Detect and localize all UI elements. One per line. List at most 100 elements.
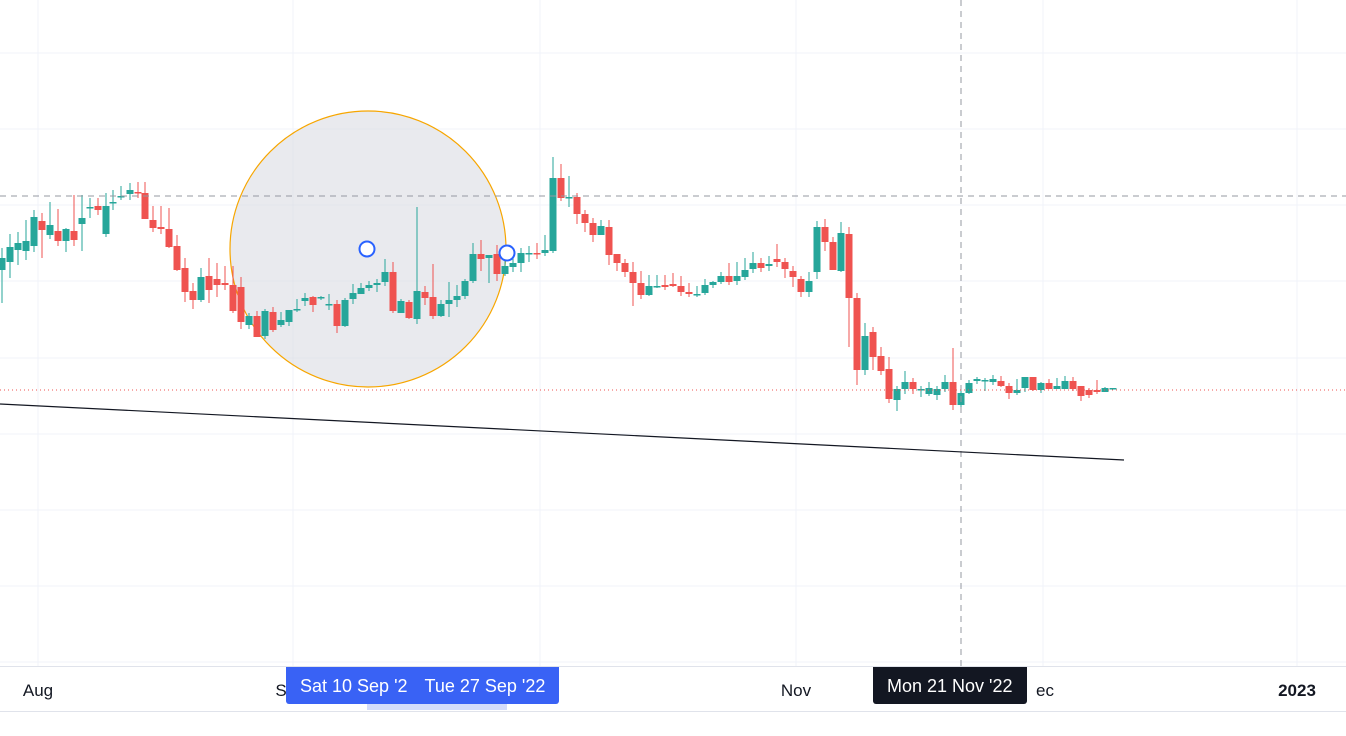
candle-body	[62, 229, 70, 241]
candle-up	[197, 268, 205, 302]
candle-down	[157, 206, 165, 234]
candle-body	[757, 263, 765, 268]
candle-down	[853, 293, 861, 385]
candle-body	[973, 379, 981, 381]
candle-up	[597, 220, 605, 235]
candle-up	[1013, 379, 1021, 395]
candle-body	[70, 231, 78, 240]
candle-body	[845, 234, 853, 298]
time-axis-tick-label: 2023	[1278, 681, 1316, 700]
candle-up	[709, 281, 717, 288]
candle-body	[725, 276, 733, 282]
candle-down	[54, 209, 62, 246]
candle-body	[613, 254, 621, 263]
candle-up	[517, 248, 525, 272]
candle-up	[1061, 376, 1069, 389]
candle-down	[533, 243, 541, 259]
candle-down	[253, 311, 261, 337]
circle-handles[interactable]	[358, 240, 516, 262]
candle-body	[261, 311, 269, 336]
range-start-label: Sat 10 Sep '2	[300, 676, 408, 696]
candle-down	[781, 258, 789, 278]
candle-body	[109, 202, 117, 204]
candle-body	[621, 263, 629, 272]
candle-body	[46, 225, 54, 235]
candle-body	[197, 277, 205, 300]
candle-body	[509, 263, 517, 267]
candle-body	[30, 217, 38, 246]
candle-body	[1085, 390, 1093, 395]
candle-down	[237, 277, 245, 329]
candle-up	[749, 252, 757, 273]
candle-body	[461, 281, 469, 296]
candle-body	[157, 227, 165, 229]
candle-body	[389, 272, 397, 311]
candle-body	[893, 389, 901, 400]
candle-up	[645, 275, 653, 296]
candle-body	[941, 382, 949, 389]
candle-down	[173, 235, 181, 271]
candle-up	[293, 299, 301, 312]
candle-body	[189, 291, 197, 300]
candle-down	[909, 378, 917, 394]
candle-body	[229, 285, 237, 311]
candle-body	[949, 382, 957, 405]
candle-body	[301, 298, 309, 301]
candle-up	[485, 255, 493, 283]
candle-body	[1077, 386, 1085, 396]
candle-body	[805, 281, 813, 292]
time-axis[interactable]: Aug S Nov ec 2023 Sat 10 Sep '2 Tue 27 Sep '2…	[0, 666, 1346, 712]
range-end-label: Tue 27 Sep '22	[424, 676, 546, 696]
candle-up	[349, 284, 357, 304]
trend-line-drawing[interactable]	[0, 403, 1125, 461]
candle-down	[205, 258, 213, 303]
candle-body	[477, 254, 485, 259]
candle-body	[6, 247, 14, 262]
candle-body	[677, 286, 685, 292]
candlestick-chart[interactable]	[0, 0, 1346, 666]
candle-up	[933, 386, 941, 400]
candle-body	[989, 379, 997, 382]
candle-up	[461, 279, 469, 299]
candle-body	[877, 356, 885, 371]
candle-body	[205, 276, 213, 290]
candle-body	[741, 270, 749, 277]
candle-down	[605, 220, 613, 265]
drawing-handle[interactable]	[358, 240, 376, 258]
candle-up	[413, 207, 421, 324]
candle-body	[1061, 381, 1069, 389]
candle-down	[573, 193, 581, 224]
candle-up	[565, 176, 573, 207]
candle-body	[541, 250, 549, 253]
candle-down	[557, 164, 565, 201]
candle-body	[437, 304, 445, 316]
chart-pane[interactable]	[0, 0, 1346, 666]
candle-up	[653, 275, 661, 288]
candle-down	[189, 283, 197, 309]
candle-up	[102, 193, 110, 237]
candle-body	[709, 282, 717, 285]
candle-body	[565, 197, 573, 199]
candle-body	[78, 218, 86, 224]
candle-up	[973, 377, 981, 384]
candle-body	[885, 369, 893, 399]
candle-up	[549, 157, 557, 253]
candle-body	[102, 206, 110, 234]
candle-body	[717, 276, 725, 282]
candle-body	[517, 253, 525, 263]
candle-body	[485, 255, 493, 258]
candle-body	[701, 285, 709, 293]
candle-down	[134, 182, 142, 198]
candle-down	[389, 262, 397, 313]
candle-up	[365, 281, 373, 291]
candle-down	[213, 263, 221, 297]
candle-body	[813, 227, 821, 272]
candle-up	[86, 198, 94, 218]
candle-body	[685, 292, 693, 294]
candle-down	[797, 276, 805, 297]
candle-body	[333, 304, 341, 326]
drawing-handle[interactable]	[498, 244, 516, 262]
candle-down	[333, 300, 341, 333]
candle-body	[1053, 386, 1061, 389]
candle-body	[445, 300, 453, 304]
